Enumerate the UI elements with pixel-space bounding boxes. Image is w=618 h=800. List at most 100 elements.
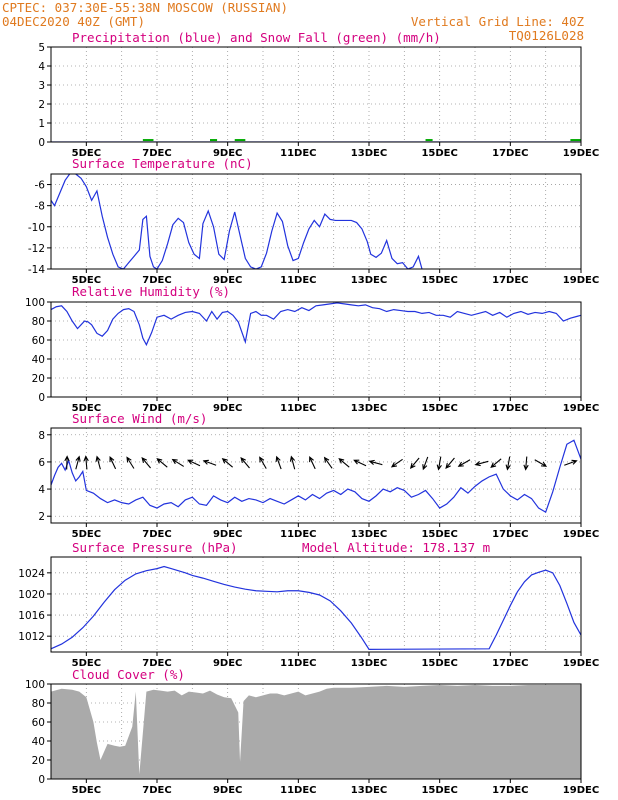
precip-panel: 0 1 2 3 4 5 5DEC 7DEC 9DEC 11DEC 13DEC 15DEC 17DEC 19… (38, 30, 599, 159)
temp-ytick-label-1: -12 (28, 243, 45, 255)
wind-arrow-12 (240, 457, 250, 469)
rh-frame (50, 301, 582, 398)
rh-xtick-label-7: 19DEC (563, 403, 599, 414)
wind-arrow-18 (338, 458, 350, 468)
wind-arrow-15 (289, 455, 296, 470)
temp-title: Surface Temperature (nC) (72, 156, 253, 171)
wind-arrow-21 (390, 458, 403, 468)
wind-xtick-label-7: 19DEC (563, 529, 599, 540)
precip-ytick-label-4: 4 (38, 61, 45, 73)
precip-xtick-label-1: 7DEC (142, 148, 171, 159)
wind-arrow-0 (64, 455, 70, 470)
precip-ytick-label-0: 0 (38, 137, 45, 149)
pressure-xtick-label-7: 19DEC (563, 658, 599, 669)
precip-frame (50, 46, 582, 143)
wind-arrow-25 (445, 457, 455, 469)
wind-arrow-16 (309, 455, 316, 470)
pressure-ytick-label-2: 1020 (18, 589, 45, 601)
temp-xtick-label-6: 17DEC (492, 275, 528, 286)
wind-series (51, 439, 581, 514)
wind-arrow-30 (523, 456, 529, 471)
pressure-xtick-label-0: 5DEC (72, 658, 101, 669)
wind-xtick-label-5: 15DEC (421, 529, 457, 540)
cloud-xtick-label-3: 11DEC (280, 785, 316, 796)
temp-ytick-label-4: -6 (35, 180, 46, 192)
precip-xtick-label-4: 13DEC (351, 148, 387, 159)
cloud-ytick-label-5: 100 (25, 679, 45, 691)
pressure-frame (50, 556, 582, 653)
rh-ytick-label-4: 80 (32, 316, 45, 328)
wind-ytick-label-2: 6 (38, 457, 45, 469)
wind-arrow-28 (490, 458, 502, 468)
pressure-xtick-label-1: 7DEC (142, 658, 171, 669)
rh-ytick-label-2: 40 (32, 354, 45, 366)
wind-arrow-10 (202, 459, 217, 466)
pressure-xtick-label-6: 17DEC (492, 658, 528, 669)
wind-arrow-23 (422, 456, 429, 471)
pressure-xtick-label-2: 9DEC (213, 658, 242, 669)
precip-ytick-label-3: 3 (38, 80, 45, 92)
wind-arrow-3 (95, 455, 101, 470)
wind-arrow-24 (436, 456, 442, 471)
header-grid-line: Vertical Grid Line: 40Z (410, 14, 584, 29)
rh-ytick-label-0: 0 (38, 392, 45, 404)
cloud-cover-area (51, 684, 581, 779)
temp-vgrid (51, 174, 581, 270)
header-location: CPTEC: 037:30E-55:38N MOSCOW (RUSSIAN) (2, 0, 288, 15)
wind-arrow-29 (505, 456, 511, 471)
temp-xtick-label-7: 19DEC (563, 275, 599, 286)
wind-xtick-label-2: 9DEC (213, 529, 242, 540)
pressure-xtick-label-4: 13DEC (351, 658, 387, 669)
rh-ytick-label-3: 60 (32, 335, 45, 347)
wind-arrow-1 (75, 455, 81, 470)
pressure-vgrid (51, 557, 581, 652)
rh-series (51, 302, 581, 347)
temp-xtick-label-4: 13DEC (351, 275, 387, 286)
rh-panel: 0 20 40 60 80 100 5DEC 7DEC 9DEC 11DEC 13DEC 15DEC 1… (25, 284, 599, 414)
wind-arrow-6 (141, 457, 151, 469)
rh-xtick-label-4: 13DEC (351, 403, 387, 414)
rh-xtick-label-3: 11DEC (280, 403, 316, 414)
cloud-xtick-label-6: 17DEC (492, 785, 528, 796)
rh-ytick-label-1: 20 (32, 373, 45, 385)
wind-arrow-20 (368, 459, 383, 466)
header-model-id: TQ0126L028 (508, 28, 584, 43)
pressure-title: Surface Pressure (hPa) (72, 540, 238, 555)
wind-ytick-label-1: 4 (38, 484, 45, 496)
pressure-panel: 1012 1016 1020 1024 5DEC 7DEC 9DEC 11DEC 13DEC 15… (18, 540, 599, 669)
wind-panel: 2 4 6 8 5DEC 7DEC 9DEC 11DEC 13DEC 15DEC 17DEC 19DE… (38, 411, 599, 540)
temp-xtick-label-1: 7DEC (142, 275, 171, 286)
precip-title: Precipitation (blue) and Snow Fall (gree… (72, 30, 441, 45)
wind-vgrid (51, 428, 581, 523)
temp-ytick-label-2: -10 (28, 222, 45, 234)
cloud-xtick-label-5: 15DEC (421, 785, 457, 796)
wind-arrow-2 (83, 455, 89, 470)
temp-xtick-label-5: 15DEC (421, 275, 457, 286)
header-date: 04DEC2020 40Z (GMT) (2, 14, 145, 29)
wind-ytick-label-3: 8 (38, 430, 45, 442)
wind-arrow-9 (187, 459, 201, 467)
wind-arrow-32 (564, 459, 578, 466)
cloud-ytick-label-0: 0 (38, 774, 45, 786)
precip-xtick-label-5: 15DEC (421, 148, 457, 159)
wind-xtick-label-0: 5DEC (72, 529, 101, 540)
cloud-ytick-label-4: 80 (32, 698, 45, 710)
pressure-series (51, 565, 581, 650)
temp-xtick-label-0: 5DEC (72, 275, 101, 286)
rh-title: Relative Humidity (%) (72, 284, 230, 299)
wind-arrow-5 (126, 456, 135, 469)
wind-arrow-13 (259, 456, 267, 469)
precip-xtick-label-2: 9DEC (213, 148, 242, 159)
cloud-ytick-label-1: 20 (32, 755, 45, 767)
temp-frame (50, 173, 582, 270)
wind-arrow-17 (323, 456, 333, 469)
cloud-xtick-label-7: 19DEC (563, 785, 599, 796)
precip-ytick-label-2: 2 (38, 99, 45, 111)
wind-xtick-label-6: 17DEC (492, 529, 528, 540)
precip-xtick-label-3: 11DEC (280, 148, 316, 159)
wind-frame (50, 427, 582, 524)
precip-vgrid (51, 46, 581, 143)
cloud-xtick-label-2: 9DEC (213, 785, 242, 796)
cloud-panel: 0 20 40 60 80 100 5DEC 7DEC 9DEC 11DEC 13DEC 15DEC 1… (25, 667, 599, 796)
